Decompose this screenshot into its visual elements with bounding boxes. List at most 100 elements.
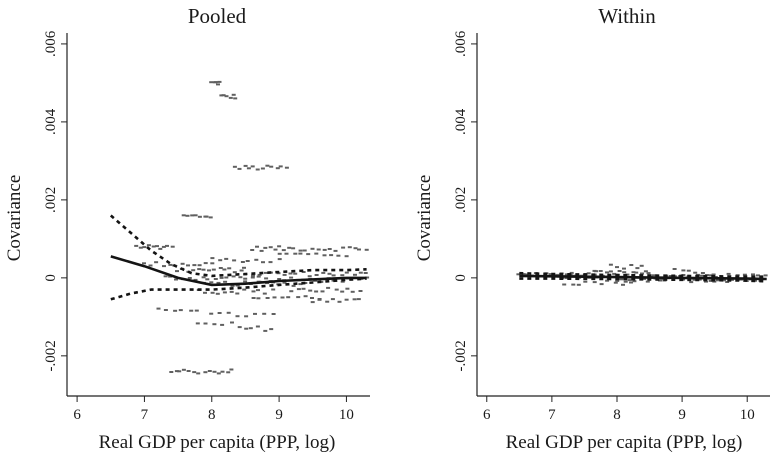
pooled-point [336,254,341,257]
pooled-point [254,258,259,261]
pooled-point [278,165,283,168]
within-point [627,279,632,282]
pooled-point [231,275,236,278]
pooled-fit-lines [109,214,367,301]
pooled-point [169,371,174,373]
within-point [608,270,613,273]
pooled-point [235,284,240,287]
within-point [697,278,702,281]
within-x-tick-label: 6 [483,407,491,423]
pooled-point [173,309,178,312]
pooled-point [353,273,357,276]
within-ci-lower-line [519,277,767,283]
within-point [608,263,613,266]
pooled-point [365,276,370,279]
within-point [592,281,597,284]
within-y-tick-labels: -.002 0 .002 .004 .006 [453,30,469,371]
pooled-point [314,274,319,276]
within-point [521,273,526,276]
pooled-point [168,263,173,266]
within-point [686,269,691,272]
pooled-point [302,249,307,252]
pooled-point [189,309,194,312]
pooled-point [226,311,231,314]
pooled-point [291,247,296,250]
pooled-point [242,288,247,291]
within-point [700,272,705,274]
within-point [598,270,603,272]
pooled-point [175,270,179,273]
pooled-point [271,313,276,315]
pooled-point [269,328,274,331]
pooled-point [192,371,197,374]
pooled-point [331,274,336,277]
within-point [622,271,627,274]
within-point [562,283,567,286]
within-fit-line [519,274,767,281]
within-point [729,278,734,281]
pooled-point [333,249,338,252]
pooled-point [207,269,211,272]
pooled-point [263,246,268,249]
pooled-point [232,259,237,262]
pooled-point [250,249,255,251]
pooled-x-tick-label: 7 [141,407,149,423]
pooled-point [314,290,319,293]
pooled-point [264,277,269,280]
pooled-point [217,80,222,83]
pooled-point [314,252,319,255]
pooled-point [282,273,287,276]
within-point [689,281,694,284]
pooled-x-tick-label: 6 [73,407,81,423]
within-point [621,283,625,286]
pooled-point [231,93,236,96]
pooled-point [287,246,292,249]
pooled-point [223,280,228,283]
pooled-point [284,252,289,255]
within-axes [471,33,770,402]
pooled-point [313,279,318,282]
pooled-point [187,277,192,279]
pooled-point [243,277,248,280]
pooled-point [209,281,214,284]
pooled-point [193,278,198,281]
pooled-point [358,271,363,274]
within-point [622,267,626,270]
within-x-tick-label: 8 [613,407,621,423]
pooled-point [265,297,270,299]
pooled-point [244,327,249,330]
pooled-point [148,264,153,267]
pooled-point [310,247,315,250]
pooled-y-tick-label: 0 [43,274,59,282]
within-point [594,270,598,273]
pooled-point [228,96,233,99]
pooled-point [347,246,352,249]
pooled-point [205,278,210,281]
within-point [576,283,581,286]
within-point [583,280,588,283]
pooled-point [265,164,270,167]
pooled-point [232,271,237,274]
pooled-point [291,284,296,287]
pooled-point [181,214,186,217]
pooled-point [191,269,196,272]
within-title: Within [598,4,656,28]
pooled-point [209,81,214,84]
within-x-tick-label: 9 [678,407,686,423]
pooled-point [204,215,209,218]
pooled-y-tick-labels: -.002 0 .002 .004 .006 [43,30,59,371]
pooled-point [178,309,183,312]
within-point [634,271,639,274]
within-point [629,281,633,284]
within-y-tick-label: .006 [453,30,469,57]
pooled-point [310,301,315,304]
pooled-point [165,244,169,247]
pooled-point [243,164,248,167]
pooled-point [301,271,306,273]
within-x-tick-label: 7 [548,407,556,423]
pooled-point [255,245,259,248]
pooled-point [233,97,238,100]
within-point [629,264,634,266]
pooled-point [277,258,282,261]
